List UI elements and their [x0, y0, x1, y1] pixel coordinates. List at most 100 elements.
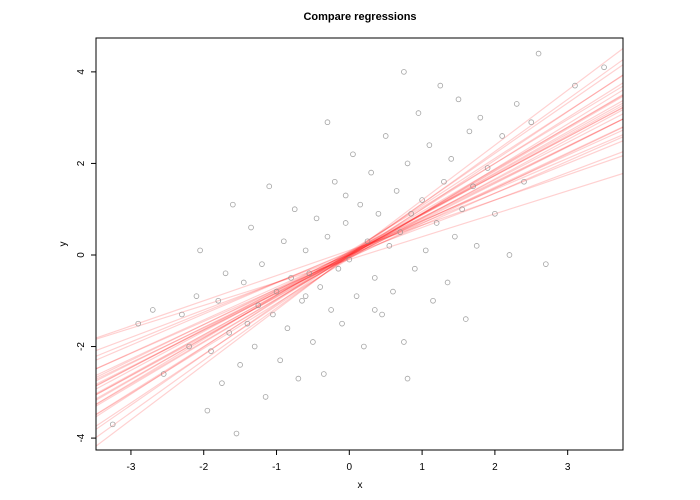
point [521, 178, 527, 185]
point [244, 320, 251, 327]
regression-line [96, 118, 623, 382]
y-tick-label: 4 [76, 69, 87, 75]
point [386, 243, 393, 249]
point [208, 348, 214, 354]
regression-lines [96, 47, 623, 447]
x-tick-label: -2 [199, 462, 208, 473]
regression-line [96, 136, 623, 370]
point [226, 330, 233, 336]
regression-line [96, 106, 623, 390]
regression-line [96, 47, 623, 447]
point [393, 188, 400, 194]
point [390, 288, 396, 295]
point [135, 320, 142, 327]
point [415, 110, 422, 116]
regression-line [96, 118, 623, 385]
regression-line [96, 59, 623, 438]
plot-frame [95, 37, 624, 451]
point [346, 256, 353, 263]
point [335, 265, 342, 272]
point [240, 279, 247, 286]
point [284, 325, 291, 332]
regression-line [96, 102, 623, 396]
point [448, 156, 455, 162]
point [364, 238, 371, 245]
regression-line [96, 107, 623, 387]
x-tick-label: 0 [347, 462, 353, 473]
point [601, 64, 607, 71]
regression-line [96, 118, 623, 378]
point [291, 206, 298, 213]
point [324, 233, 331, 240]
regression-line [96, 155, 623, 339]
chart-title: Compare regressions [303, 11, 416, 23]
point [422, 247, 429, 254]
points [109, 50, 607, 437]
point [404, 160, 411, 167]
point [484, 165, 491, 171]
point [317, 284, 323, 290]
point [288, 275, 294, 281]
point [492, 210, 498, 217]
point [321, 371, 327, 377]
regression-line [96, 94, 623, 407]
point [339, 320, 345, 327]
regression-line [96, 85, 623, 405]
point [160, 371, 167, 377]
point [295, 375, 302, 382]
point [313, 215, 320, 222]
point [473, 243, 480, 249]
point [371, 307, 378, 313]
point [324, 119, 331, 126]
regression-line [96, 94, 623, 401]
regression-line [96, 172, 623, 340]
point [382, 133, 389, 139]
point [280, 238, 287, 245]
point [222, 270, 229, 277]
regression-line [96, 95, 623, 406]
point [302, 293, 309, 299]
point [357, 201, 364, 208]
point [233, 430, 240, 437]
point [331, 178, 338, 185]
point [477, 114, 484, 121]
point [412, 265, 418, 272]
regression-line [96, 126, 623, 376]
point [306, 270, 313, 277]
point [470, 183, 476, 190]
point [149, 307, 156, 313]
point [459, 206, 465, 213]
point [259, 261, 265, 267]
x-tick-label: -1 [272, 462, 281, 473]
point [266, 183, 273, 190]
point [215, 297, 222, 304]
point [499, 133, 505, 139]
regression-line [96, 109, 623, 396]
x-tick-label: 1 [419, 462, 425, 473]
point [193, 293, 200, 299]
point [404, 375, 411, 382]
point [277, 357, 283, 364]
point [462, 316, 469, 322]
y-tick-label: 0 [76, 252, 87, 258]
point [371, 275, 378, 281]
point [444, 279, 451, 286]
regression-line [96, 129, 623, 370]
point [368, 169, 374, 176]
point [310, 339, 316, 345]
y-tick-label: 2 [76, 160, 87, 166]
point [255, 302, 262, 309]
point [350, 151, 356, 158]
point [430, 297, 436, 304]
point [513, 101, 520, 107]
point [379, 311, 385, 318]
x-tick-label: 3 [565, 462, 571, 473]
point [342, 220, 349, 226]
regression-line [96, 74, 623, 427]
regression-line [96, 74, 623, 418]
point [262, 394, 269, 400]
regression-line [96, 126, 623, 380]
point [506, 252, 513, 258]
point [230, 201, 236, 208]
